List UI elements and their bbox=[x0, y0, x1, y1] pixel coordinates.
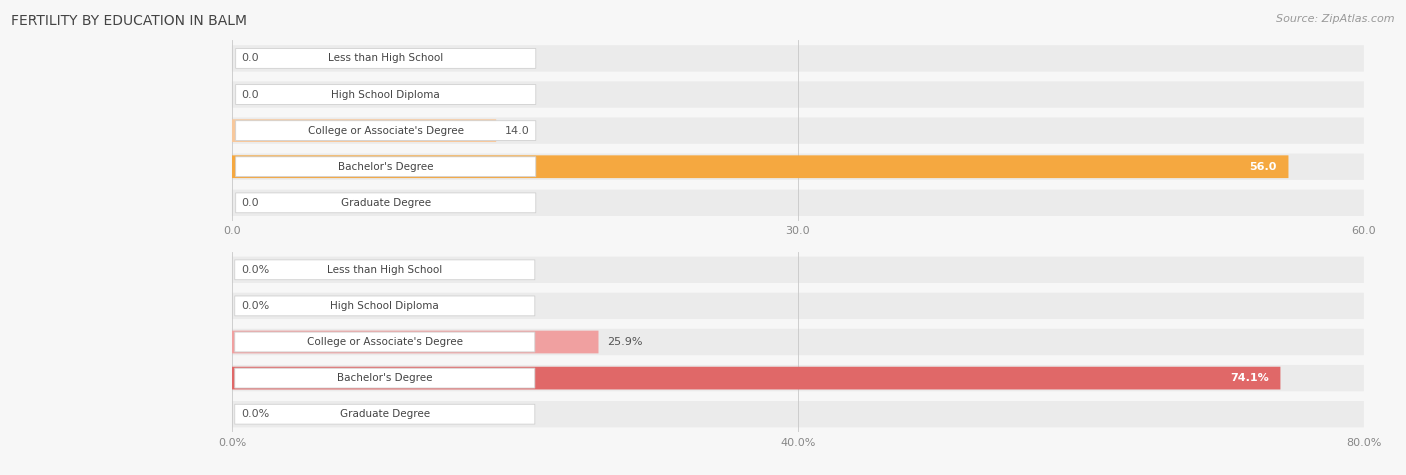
FancyBboxPatch shape bbox=[232, 119, 496, 142]
FancyBboxPatch shape bbox=[235, 260, 534, 280]
FancyBboxPatch shape bbox=[232, 45, 1364, 72]
FancyBboxPatch shape bbox=[232, 117, 1364, 144]
FancyBboxPatch shape bbox=[232, 367, 1281, 389]
Text: Graduate Degree: Graduate Degree bbox=[340, 409, 430, 419]
Text: Graduate Degree: Graduate Degree bbox=[340, 198, 430, 208]
Text: Bachelor's Degree: Bachelor's Degree bbox=[337, 162, 433, 172]
Text: 0.0: 0.0 bbox=[240, 53, 259, 64]
Text: 56.0: 56.0 bbox=[1250, 162, 1277, 172]
Text: 0.0%: 0.0% bbox=[240, 301, 270, 311]
FancyBboxPatch shape bbox=[232, 81, 1364, 108]
Text: 74.1%: 74.1% bbox=[1230, 373, 1270, 383]
Text: 0.0: 0.0 bbox=[240, 89, 259, 100]
FancyBboxPatch shape bbox=[236, 48, 536, 68]
Text: 0.0%: 0.0% bbox=[240, 265, 270, 275]
FancyBboxPatch shape bbox=[232, 329, 1364, 355]
Text: 25.9%: 25.9% bbox=[607, 337, 643, 347]
FancyBboxPatch shape bbox=[232, 153, 1364, 180]
FancyBboxPatch shape bbox=[232, 331, 599, 353]
Text: FERTILITY BY EDUCATION IN BALM: FERTILITY BY EDUCATION IN BALM bbox=[11, 14, 247, 28]
Text: Bachelor's Degree: Bachelor's Degree bbox=[337, 373, 433, 383]
Text: Less than High School: Less than High School bbox=[328, 53, 443, 64]
FancyBboxPatch shape bbox=[236, 85, 536, 104]
FancyBboxPatch shape bbox=[236, 157, 536, 177]
FancyBboxPatch shape bbox=[232, 256, 1364, 283]
FancyBboxPatch shape bbox=[235, 404, 534, 424]
Text: College or Associate's Degree: College or Associate's Degree bbox=[307, 337, 463, 347]
Text: 14.0: 14.0 bbox=[505, 125, 530, 136]
Text: Source: ZipAtlas.com: Source: ZipAtlas.com bbox=[1277, 14, 1395, 24]
FancyBboxPatch shape bbox=[232, 190, 1364, 216]
Text: High School Diploma: High School Diploma bbox=[330, 301, 439, 311]
Text: Less than High School: Less than High School bbox=[328, 265, 443, 275]
FancyBboxPatch shape bbox=[232, 293, 1364, 319]
FancyBboxPatch shape bbox=[235, 332, 534, 352]
FancyBboxPatch shape bbox=[236, 121, 536, 141]
FancyBboxPatch shape bbox=[232, 401, 1364, 428]
FancyBboxPatch shape bbox=[232, 365, 1364, 391]
FancyBboxPatch shape bbox=[236, 193, 536, 213]
Text: College or Associate's Degree: College or Associate's Degree bbox=[308, 125, 464, 136]
Text: 0.0%: 0.0% bbox=[240, 409, 270, 419]
FancyBboxPatch shape bbox=[232, 155, 1288, 178]
FancyBboxPatch shape bbox=[235, 368, 534, 388]
Text: High School Diploma: High School Diploma bbox=[332, 89, 440, 100]
Text: 0.0: 0.0 bbox=[240, 198, 259, 208]
FancyBboxPatch shape bbox=[235, 296, 534, 316]
